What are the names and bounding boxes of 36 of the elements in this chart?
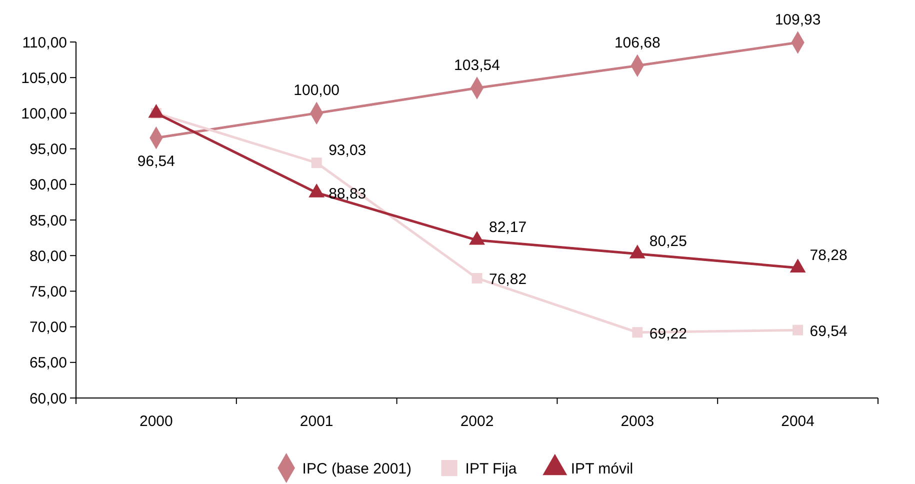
- data-label: 80,25: [649, 232, 687, 250]
- data-label: 78,28: [810, 246, 848, 264]
- data-label: 100,00: [294, 82, 340, 100]
- x-tick-label: 2004: [781, 413, 814, 430]
- x-tick-label: 2000: [140, 413, 173, 430]
- y-tick-label: 100,00: [21, 105, 67, 122]
- y-tick-label: 95,00: [29, 141, 67, 158]
- y-tick-label: 70,00: [29, 319, 67, 336]
- data-label: 93,03: [328, 142, 366, 159]
- data-label: 103,54: [454, 56, 500, 74]
- data-label: 106,68: [614, 34, 660, 52]
- y-tick-label: 75,00: [29, 283, 67, 300]
- y-tick-label: 80,00: [29, 248, 67, 265]
- y-tick-label: 85,00: [29, 212, 67, 230]
- y-tick-label: 90,00: [29, 176, 67, 194]
- y-tick-label: 60,00: [29, 390, 67, 408]
- y-tick-label: 110,00: [22, 34, 67, 52]
- data-label: 88,83: [328, 186, 366, 203]
- data-label: 109,93: [774, 12, 821, 28]
- x-tick-label: 2001: [300, 413, 334, 430]
- data-label: 96,54: [137, 152, 175, 170]
- point: [632, 327, 643, 338]
- legend-label: IPC (base 2001): [302, 460, 412, 478]
- y-tick-label: 65,00: [29, 354, 67, 372]
- x-tick-label: 2002: [460, 413, 494, 430]
- data-label: 69,54: [810, 323, 848, 340]
- point: [792, 324, 804, 336]
- data-label: 76,82: [489, 271, 527, 288]
- y-tick-label: 105,00: [21, 70, 67, 87]
- x-tick-label: 2003: [620, 413, 654, 430]
- data-label: 82,17: [489, 219, 527, 236]
- legend-label: IPT móvil: [570, 460, 634, 478]
- point: [311, 158, 322, 168]
- legend-label: IPT Fija: [465, 460, 518, 478]
- data-label: 69,22: [649, 325, 687, 342]
- point: [472, 273, 482, 284]
